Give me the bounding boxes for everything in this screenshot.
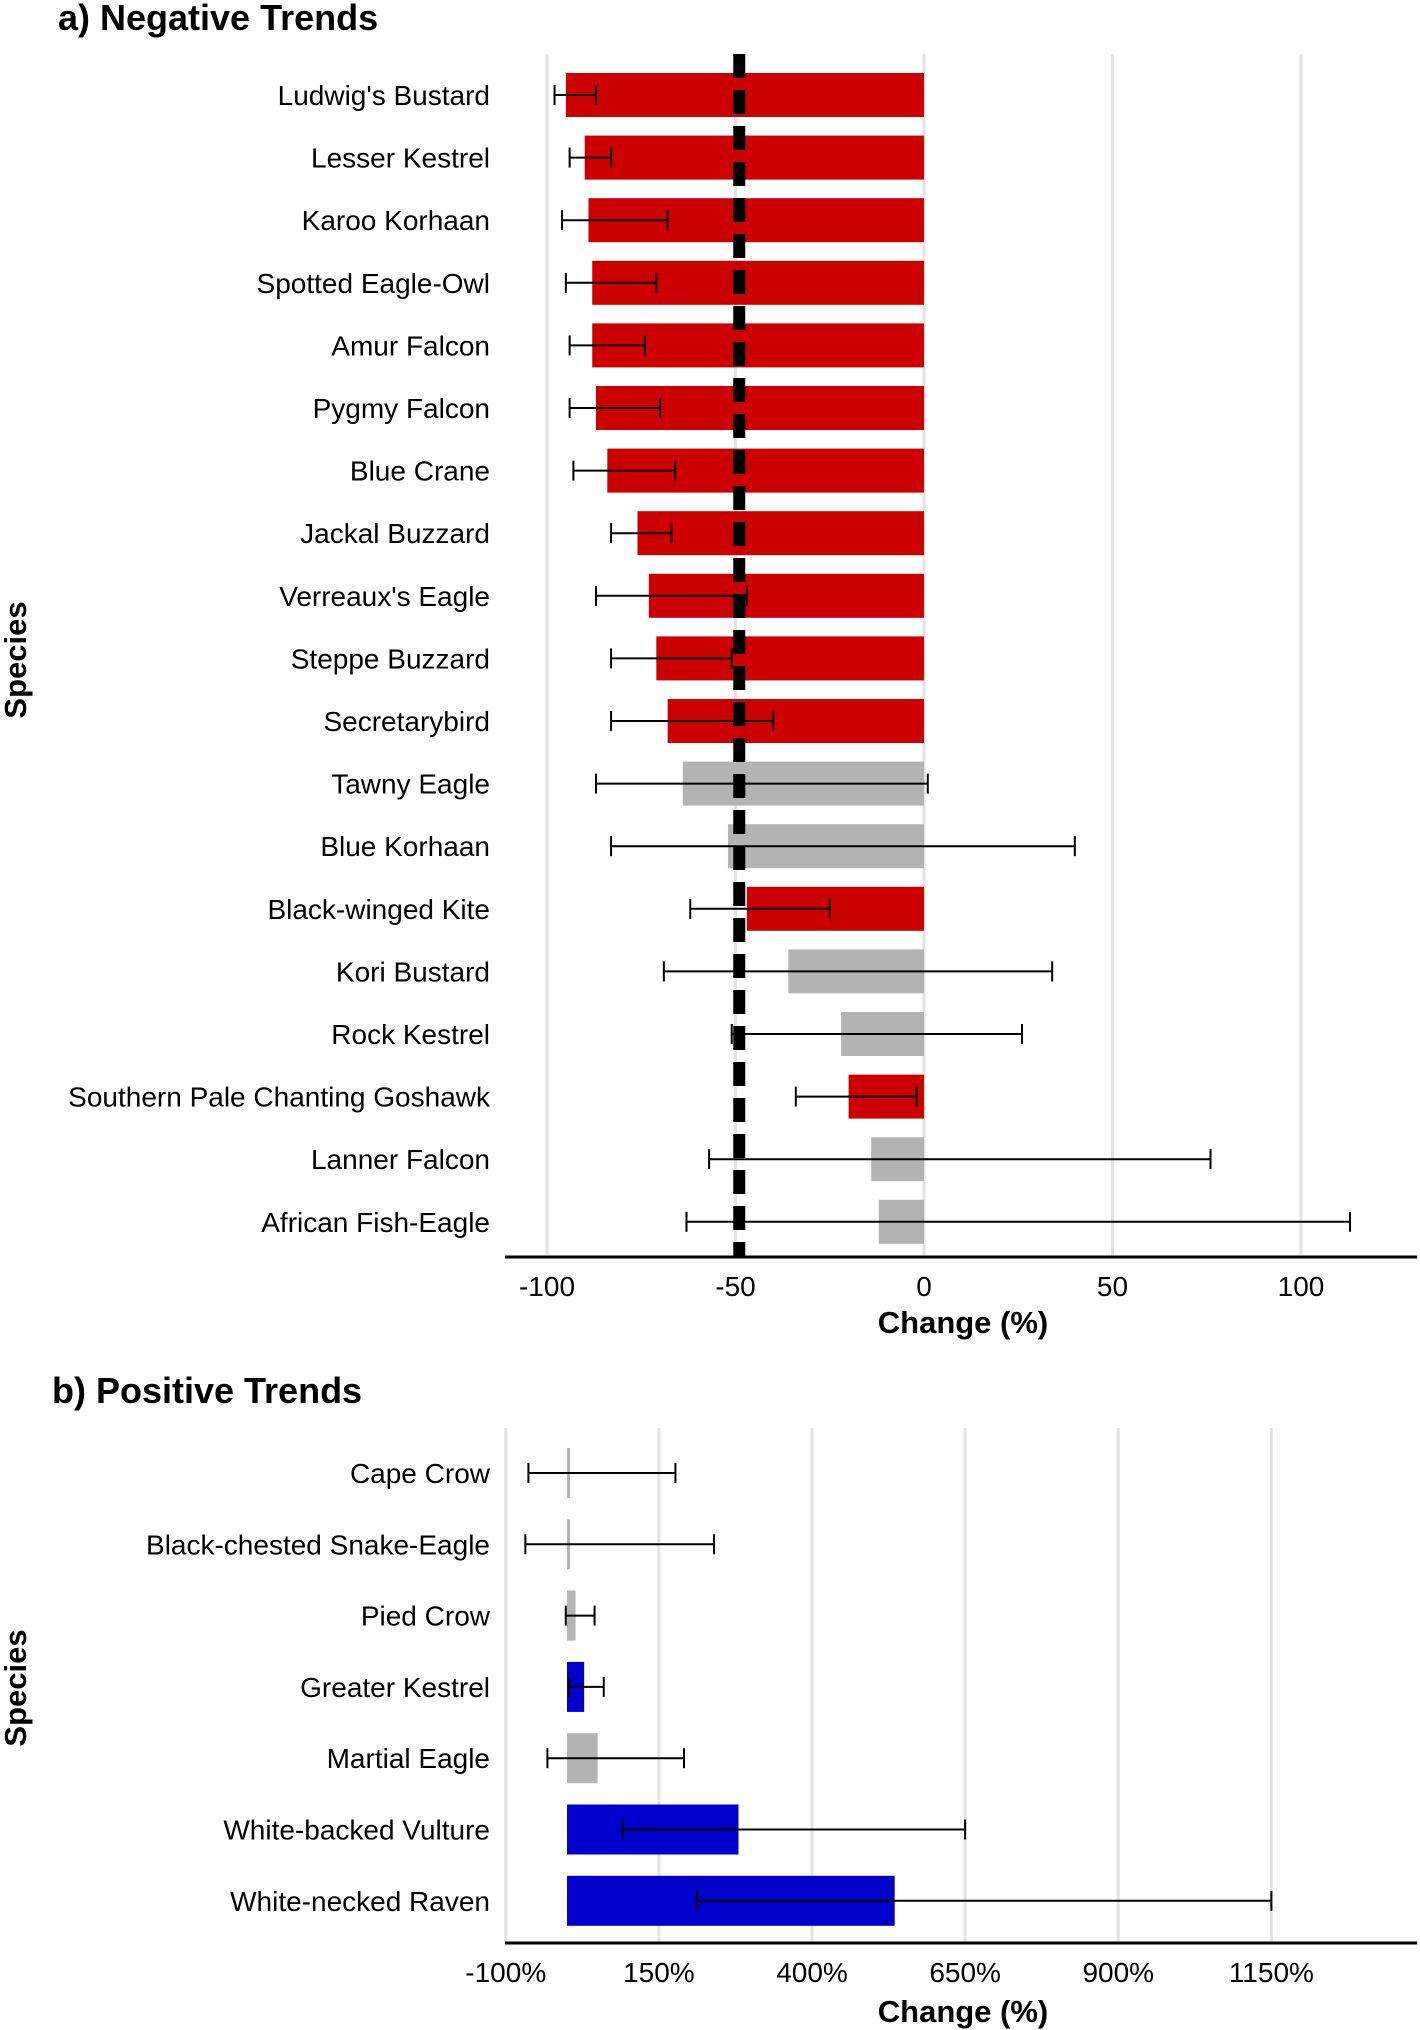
error-bar-greater-kestrel: [567, 1676, 605, 1697]
error-bar-lesser-kestrel: [568, 147, 613, 168]
error-bar-pied-crow: [564, 1605, 596, 1626]
error-bar-steppe-buzzard: [610, 648, 733, 669]
error-bar-white-necked-raven: [695, 1890, 1273, 1911]
category-label: Karoo Korhaan: [302, 205, 490, 236]
error-bar-jackal-buzzard: [610, 523, 673, 544]
category-label: Blue Korhaan: [320, 831, 490, 862]
category-label: White-necked Raven: [230, 1886, 490, 1917]
category-label: Martial Eagle: [327, 1743, 490, 1774]
x-tick-label: 400%: [776, 1957, 848, 1988]
category-label: Verreaux's Eagle: [279, 581, 490, 612]
category-label: Steppe Buzzard: [291, 643, 490, 674]
category-label: Rock Kestrel: [331, 1019, 490, 1050]
panel-negative-trends: a) Negative Trends Ludwig's Bustard Lesse…: [0, 0, 1417, 1340]
bars: [567, 1448, 895, 1926]
bars: [565, 73, 924, 1244]
category-label: Blue Crane: [350, 456, 490, 487]
category-label: Southern Pale Chanting Goshawk: [68, 1082, 491, 1113]
error-bar-black-winged-kite: [689, 898, 831, 919]
error-bars: [524, 1463, 1273, 1911]
panel-title-positive: b) Positive Trends: [52, 1370, 362, 1411]
bar-jackal-buzzard: [637, 511, 924, 556]
bar-lesser-kestrel: [584, 135, 924, 180]
x-tick-label: -50: [715, 1271, 755, 1302]
category-label: Black-chested Snake-Eagle: [146, 1529, 490, 1560]
y-axis-label: Species: [0, 1629, 33, 1746]
error-bar-spotted-eagle-owl: [564, 272, 658, 293]
x-axis-label: Change (%): [878, 1994, 1049, 2029]
category-labels: Ludwig's Bustard Lesser Kestrel Karoo Korh…: [68, 80, 491, 1238]
error-bar-black-chested-snake-eagle: [524, 1534, 715, 1555]
error-bar-rock-kestrel: [730, 1024, 1024, 1044]
error-bar-verreaux-s-eagle: [595, 585, 748, 606]
error-bar-secretarybird: [610, 711, 775, 731]
category-label: Lesser Kestrel: [311, 143, 490, 174]
category-label: Ludwig's Bustard: [278, 80, 490, 111]
category-label: Spotted Eagle-Owl: [257, 268, 490, 299]
x-axis-label: Change (%): [878, 1305, 1049, 1340]
x-tick-label: 150%: [623, 1957, 695, 1988]
bar-amur-falcon: [592, 323, 924, 368]
category-label: Tawny Eagle: [331, 769, 490, 800]
x-tick-label: 900%: [1082, 1957, 1154, 1988]
x-tick-label: -100%: [465, 1957, 546, 1988]
category-labels: Cape Crow Black-chested Snake-Eagle Pied C…: [146, 1458, 491, 1917]
error-bar-kori-bustard: [662, 961, 1054, 982]
x-tick-label: 0: [916, 1271, 932, 1302]
error-bar-cape-crow: [527, 1463, 677, 1483]
error-bar-ludwig-s-bustard: [553, 85, 598, 105]
category-label: Kori Bustard: [336, 956, 490, 987]
error-bar-white-backed-vulture: [621, 1819, 967, 1840]
category-label: Greater Kestrel: [300, 1672, 490, 1703]
category-label: Secretarybird: [323, 706, 490, 737]
category-label: White-backed Vulture: [223, 1815, 490, 1846]
error-bar-karoo-korhaan: [561, 210, 669, 231]
error-bar-southern-pale-chanting-goshawk: [794, 1086, 918, 1107]
category-label: Jackal Buzzard: [300, 518, 490, 549]
category-label: Pied Crow: [361, 1601, 491, 1632]
panel-positive-trends: b) Positive Trends Cape Crow Black-cheste…: [0, 1370, 1417, 2029]
error-bar-blue-crane: [572, 460, 677, 481]
error-bar-blue-korhaan: [610, 836, 1076, 857]
error-bar-african-fish-eagle: [685, 1211, 1352, 1232]
category-label: African Fish-Eagle: [261, 1207, 490, 1238]
x-tick-labels: -100% 150% 400% 650% 900% 1150%: [465, 1957, 1314, 1988]
category-label: Amur Falcon: [331, 330, 490, 361]
x-tick-label: -100: [519, 1271, 575, 1302]
category-label: Lanner Falcon: [311, 1144, 490, 1175]
x-tick-label: 650%: [929, 1957, 1001, 1988]
panel-title-negative: a) Negative Trends: [58, 0, 378, 38]
x-tick-labels: -100 -50 0 50 100: [519, 1271, 1324, 1302]
category-label: Cape Crow: [350, 1458, 491, 1489]
category-label: Pygmy Falcon: [313, 393, 490, 424]
category-label: Black-winged Kite: [267, 894, 490, 925]
y-axis-label: Species: [0, 601, 33, 718]
error-bar-martial-eagle: [546, 1748, 685, 1769]
grid-lines: [504, 1428, 1273, 1942]
error-bar-amur-falcon: [568, 335, 647, 356]
x-tick-label: 50: [1097, 1271, 1128, 1302]
x-tick-label: 100: [1278, 1271, 1325, 1302]
error-bar-lanner-falcon: [708, 1149, 1212, 1170]
error-bar-tawny-eagle: [595, 773, 929, 794]
x-tick-label: 1150%: [1229, 1957, 1314, 1988]
error-bars: [553, 85, 1352, 1232]
error-bar-pygmy-falcon: [568, 398, 662, 418]
